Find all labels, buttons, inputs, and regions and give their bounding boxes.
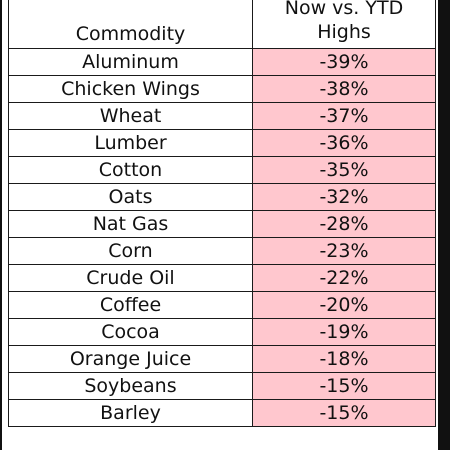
commodity-cell: Cocoa (8, 318, 253, 346)
commodity-cell: Nat Gas (8, 210, 253, 238)
change-cell: -15% (252, 372, 436, 400)
commodity-cell: Coffee (8, 291, 253, 319)
change-cell: -38% (252, 75, 436, 103)
table-row: Lumber -36% (8, 129, 436, 157)
table-row: Corn -23% (8, 237, 436, 265)
commodity-cell: Barley (8, 399, 253, 427)
commodity-cell: Corn (8, 237, 253, 265)
change-cell: -37% (252, 102, 436, 130)
commodity-cell: Soybeans (8, 372, 253, 400)
change-cell: -23% (252, 237, 436, 265)
commodity-cell: Orange Juice (8, 345, 253, 373)
change-cell: -36% (252, 129, 436, 157)
change-cell: -28% (252, 210, 436, 238)
table-row: Oats -32% (8, 183, 436, 211)
table-row: Aluminum -39% (8, 48, 436, 76)
commodity-cell: Wheat (8, 102, 253, 130)
commodity-table: Commodity Now vs. YTD Highs Aluminum -39%… (8, 0, 436, 427)
commodity-cell: Lumber (8, 129, 253, 157)
change-cell: -15% (252, 399, 436, 427)
table-row: Orange Juice -18% (8, 345, 436, 373)
table-row: Soybeans -15% (8, 372, 436, 400)
change-cell: -35% (252, 156, 436, 184)
commodity-cell: Aluminum (8, 48, 253, 76)
commodity-cell: Oats (8, 183, 253, 211)
header-change-line2: Highs (317, 21, 371, 43)
header-change-line1: Now vs. YTD (284, 0, 404, 19)
table-row: Coffee -20% (8, 291, 436, 319)
change-cell: -20% (252, 291, 436, 319)
right-border (438, 0, 450, 450)
table-row: Wheat -37% (8, 102, 436, 130)
change-cell: -19% (252, 318, 436, 346)
table-row: Cocoa -19% (8, 318, 436, 346)
table-row: Chicken Wings -38% (8, 75, 436, 103)
header-commodity: Commodity (8, 0, 253, 49)
table-row: Crude Oil -22% (8, 264, 436, 292)
table-row: Cotton -35% (8, 156, 436, 184)
header-row: Commodity Now vs. YTD Highs (8, 0, 436, 49)
change-cell: -32% (252, 183, 436, 211)
commodity-cell: Chicken Wings (8, 75, 253, 103)
left-border (0, 0, 2, 450)
change-cell: -22% (252, 264, 436, 292)
change-cell: -18% (252, 345, 436, 373)
header-commodity-label: Commodity (75, 23, 186, 45)
commodity-cell: Crude Oil (8, 264, 253, 292)
header-change: Now vs. YTD Highs (252, 0, 436, 49)
table-row: Barley -15% (8, 399, 436, 427)
table-row: Nat Gas -28% (8, 210, 436, 238)
commodity-cell: Cotton (8, 156, 253, 184)
table-body: Aluminum -39% Chicken Wings -38% Wheat -37% Lu… (8, 48, 436, 427)
change-cell: -39% (252, 48, 436, 76)
